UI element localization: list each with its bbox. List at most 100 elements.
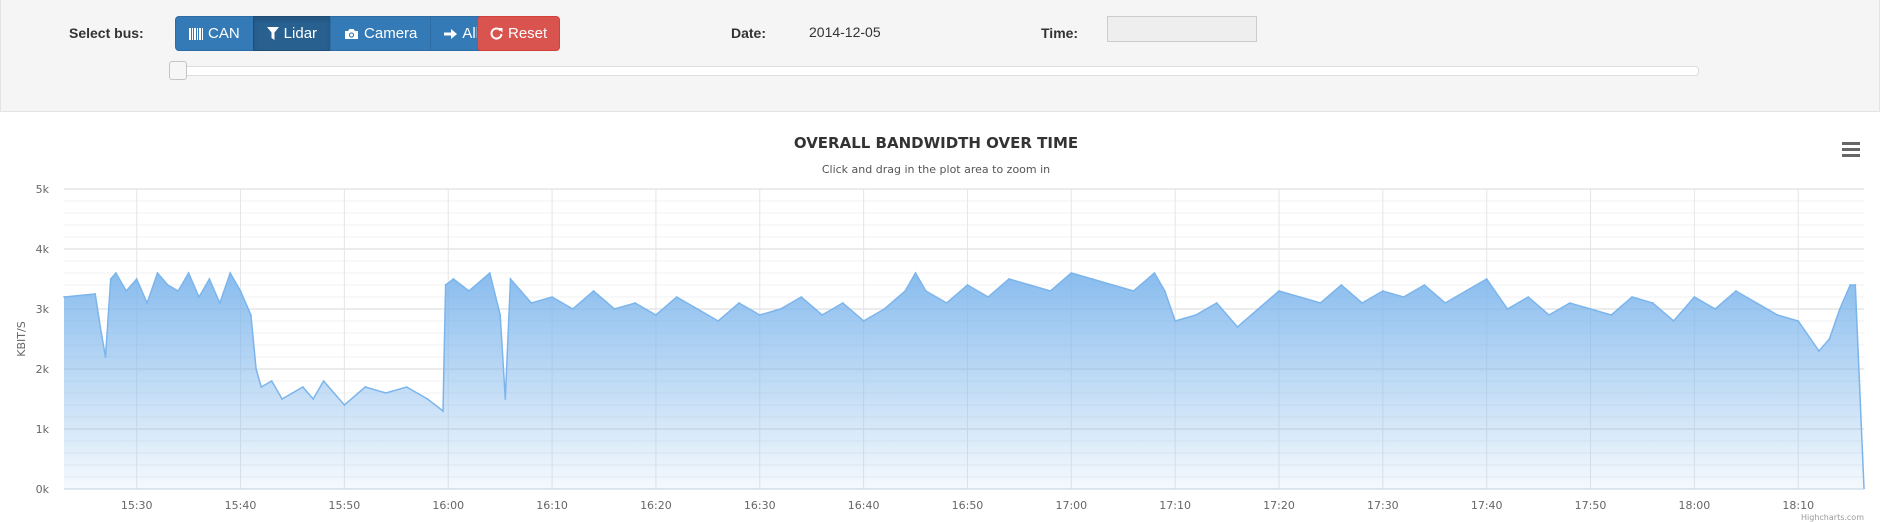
- data-point: [260, 386, 263, 388]
- data-point: [1776, 314, 1779, 316]
- data-point: [1838, 308, 1841, 310]
- filter-icon: [266, 27, 279, 40]
- data-point: [696, 308, 699, 310]
- data-point: [675, 296, 678, 298]
- data-point: [301, 386, 304, 388]
- data-point: [135, 278, 138, 280]
- data-point: [1444, 302, 1447, 304]
- reset-button[interactable]: Reset: [477, 16, 561, 51]
- x-axis-ticks: 15:30 15:40 15:50 16:00 16:10 16:20 16:30 16:40…: [121, 499, 1814, 512]
- data-point: [914, 272, 917, 274]
- time-slider-track[interactable]: [169, 66, 1699, 76]
- lidar-button[interactable]: Lidar: [252, 16, 332, 51]
- data-point: [1195, 314, 1197, 316]
- data-point: [1402, 296, 1405, 298]
- camera-button-label: Camera: [364, 25, 418, 42]
- data-point: [1465, 290, 1467, 292]
- y-axis-ticks: 0k 1k 2k 3k 4k 5k: [36, 183, 50, 496]
- x-tick-label: 17:00: [1055, 499, 1087, 512]
- data-point: [291, 392, 294, 394]
- can-button-label: CAN: [208, 25, 240, 42]
- data-point: [1797, 320, 1800, 322]
- data-point: [551, 296, 553, 298]
- x-tick-label: 16:30: [744, 499, 776, 512]
- x-tick-label: 17:20: [1263, 499, 1295, 512]
- data-point: [1257, 308, 1260, 310]
- data-point: [270, 380, 273, 382]
- can-button[interactable]: CAN: [175, 16, 254, 51]
- camera-button[interactable]: Camera: [330, 16, 432, 51]
- x-tick-label: 16:00: [432, 499, 464, 512]
- data-point: [63, 296, 65, 298]
- data-point: [1735, 290, 1737, 292]
- data-point: [125, 290, 128, 292]
- data-point: [1174, 320, 1177, 322]
- x-tick-label: 16:40: [848, 499, 880, 512]
- data-point: [468, 290, 470, 292]
- data-point: [1714, 308, 1717, 310]
- select-bus-label: Select bus:: [69, 25, 144, 41]
- data-point: [509, 278, 512, 280]
- series-area-fill: [64, 273, 1864, 489]
- data-point: [146, 302, 148, 304]
- data-point: [1008, 278, 1010, 280]
- data-point: [904, 290, 907, 292]
- data-point: [156, 272, 159, 274]
- data-point: [115, 272, 117, 274]
- data-point: [1070, 272, 1073, 274]
- y-tick-label: 5k: [36, 183, 50, 196]
- data-point: [1319, 302, 1322, 304]
- series-area: [63, 271, 1865, 490]
- data-point: [229, 272, 232, 274]
- x-tick-label: 18:10: [1782, 499, 1814, 512]
- data-point: [1589, 308, 1592, 310]
- chart-title: OVERALL BANDWIDTH OVER TIME: [794, 134, 1078, 152]
- data-point: [966, 284, 969, 286]
- bandwidth-chart[interactable]: OVERALL BANDWIDTH OVER TIME Click and dr…: [0, 130, 1882, 522]
- y-tick-label: 2k: [36, 363, 50, 376]
- data-point: [250, 314, 252, 316]
- data-point: [442, 410, 444, 412]
- time-slider-handle[interactable]: [169, 61, 187, 80]
- data-point: [1818, 350, 1820, 352]
- barcode-icon: [189, 27, 203, 40]
- camera-icon: [344, 28, 359, 40]
- data-point: [800, 296, 803, 298]
- data-point: [1381, 290, 1384, 292]
- data-point: [218, 302, 221, 304]
- refresh-icon: [490, 27, 503, 40]
- data-point: [281, 398, 283, 400]
- data-point: [208, 278, 211, 280]
- reset-button-label: Reset: [508, 25, 548, 42]
- data-point: [488, 272, 491, 274]
- data-point: [1631, 296, 1633, 298]
- arrow-right-icon: [444, 28, 458, 40]
- data-point: [426, 398, 429, 400]
- data-point: [1091, 278, 1093, 280]
- data-point: [925, 290, 927, 292]
- data-point: [166, 284, 169, 286]
- data-point: [1111, 284, 1114, 286]
- hamburger-menu-icon[interactable]: [1842, 142, 1860, 157]
- time-field[interactable]: [1107, 16, 1257, 42]
- x-tick-label: 17:40: [1471, 499, 1503, 512]
- data-point: [1028, 284, 1031, 286]
- data-point: [520, 290, 522, 292]
- data-point: [613, 308, 616, 310]
- y-tick-label: 4k: [36, 243, 50, 256]
- data-point: [1610, 314, 1613, 316]
- data-point: [1361, 302, 1363, 304]
- data-point: [821, 314, 823, 316]
- chart-credits[interactable]: Highcharts.com: [1801, 513, 1864, 522]
- data-point: [104, 356, 107, 358]
- data-point: [177, 290, 180, 292]
- series-line[interactable]: [63, 271, 1865, 489]
- data-point: [198, 296, 200, 298]
- data-point: [94, 293, 97, 295]
- x-tick-label: 15:50: [329, 499, 361, 512]
- data-point: [655, 314, 657, 316]
- data-point: [452, 278, 455, 280]
- data-point: [343, 404, 346, 406]
- data-point: [1163, 290, 1166, 292]
- data-point: [758, 314, 761, 316]
